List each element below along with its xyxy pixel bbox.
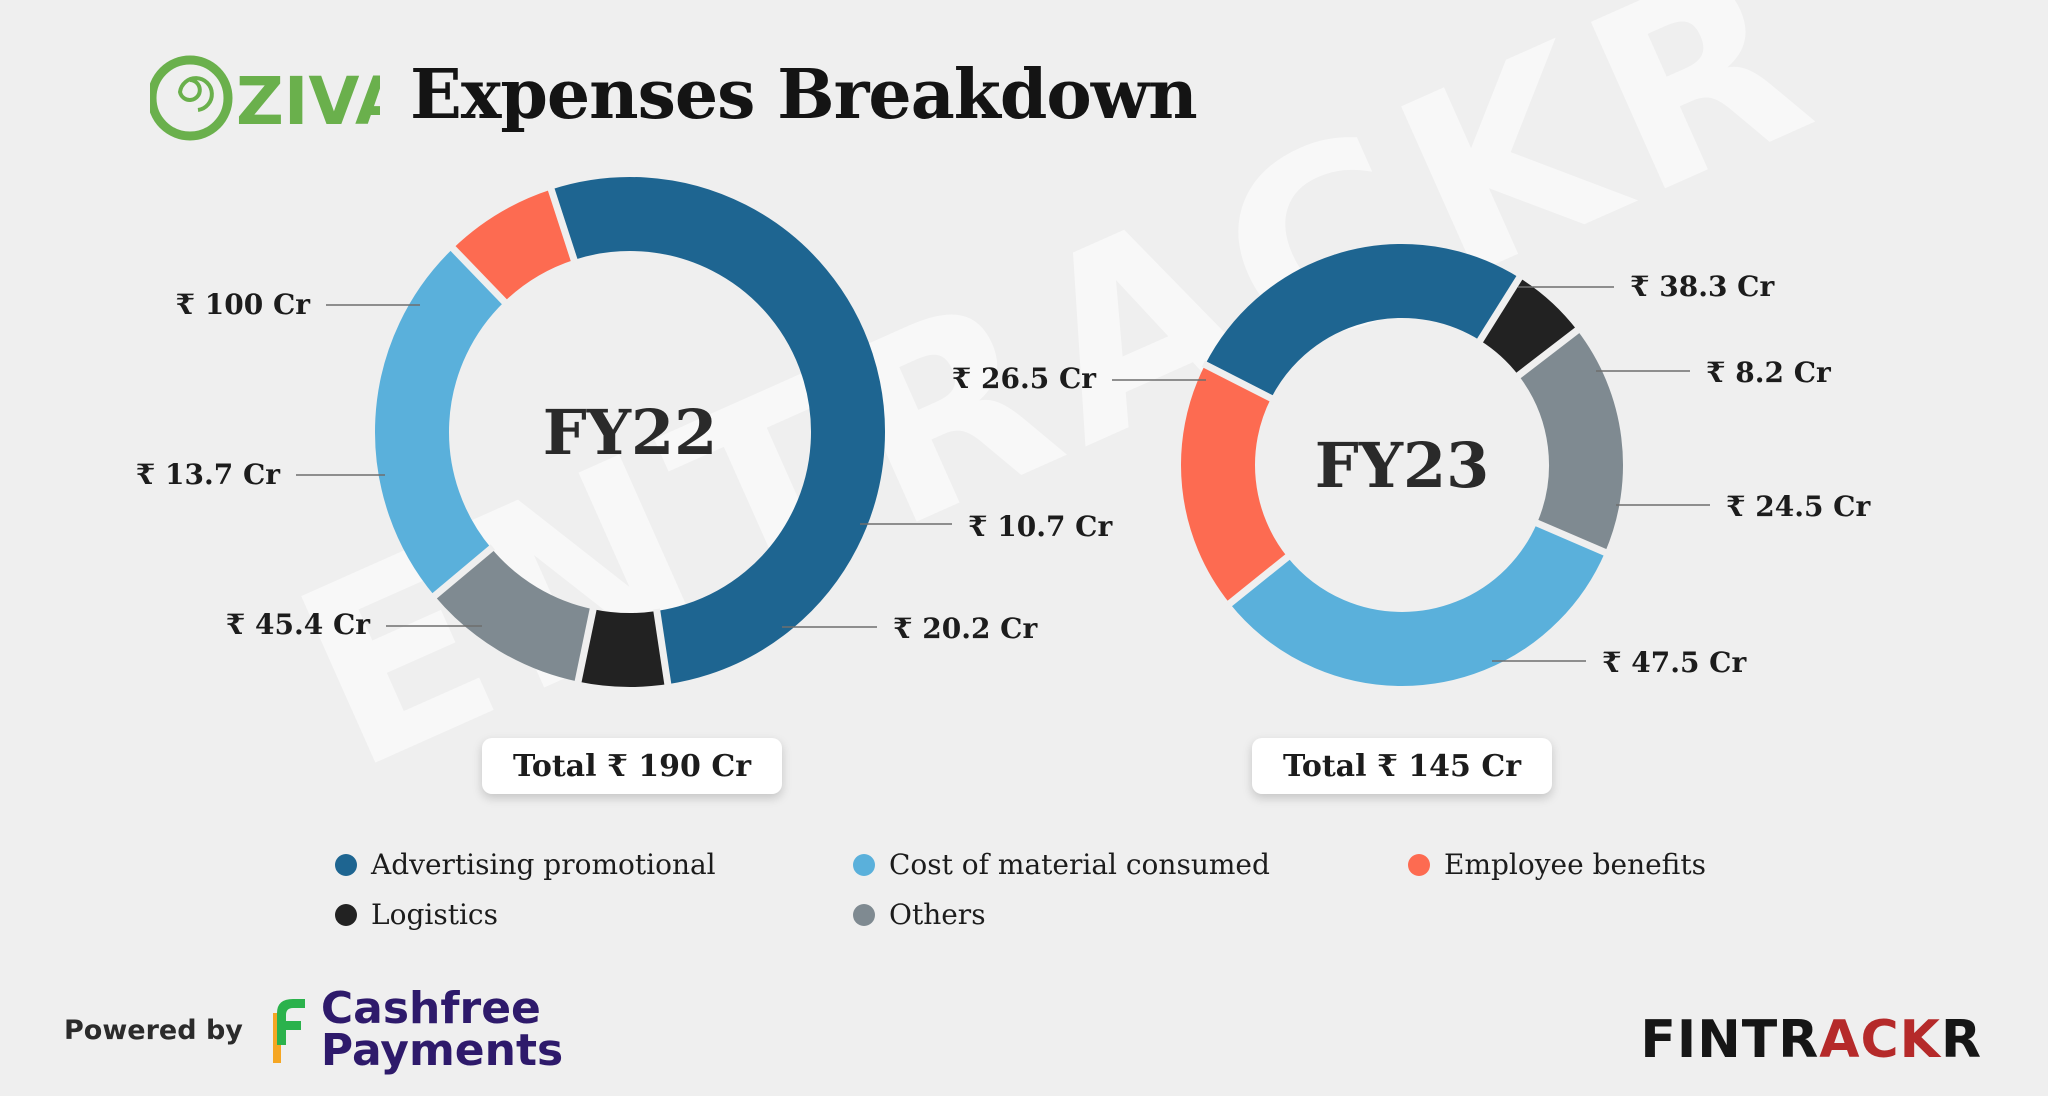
powered-by-label: Powered by [64, 1014, 243, 1046]
data-label-advertising-promotional: ₹ 38.3 Cr [1630, 270, 1775, 303]
data-label-others: ₹ 20.2 Cr [893, 612, 1038, 645]
legend-dot-icon [1408, 853, 1430, 876]
slice-separator [653, 608, 672, 687]
fy23-total-box: Total ₹ 145 Cr [1252, 738, 1552, 794]
data-label-advertising-promotional: ₹ 100 Cr [176, 288, 312, 321]
legend-item-employee-benefits: Employee benefits [1408, 848, 1706, 881]
powered-by: Powered by Cashfree Payments [64, 983, 564, 1076]
header: ZIVA Expenses Breakdown [150, 40, 1198, 150]
slice-separator [1201, 360, 1275, 403]
fintrackr-text-accent: ACK [1819, 1010, 1941, 1070]
donut-fy22: FY22 ₹ 100 Cr ₹ 10.7 Cr ₹ 20.2 Cr ₹ 45.4 Cr ₹… [136, 176, 1113, 687]
page-title: Expenses Breakdown [410, 55, 1198, 135]
svg-text:ZIVA: ZIVA [236, 63, 380, 140]
legend-label: Logistics [371, 898, 498, 931]
slice-separator [1476, 274, 1524, 345]
legend-label: Advertising promotional [371, 848, 716, 881]
legend-dot-icon [853, 853, 875, 876]
fintrackr-text-end: R [1940, 1010, 1982, 1070]
legend-dot-icon [335, 853, 357, 876]
fintrackr-text-start: FINTR [1640, 1010, 1820, 1070]
data-label-cost-of-material-consumed: ₹ 45.4 Cr [226, 608, 371, 641]
legend: Advertising promotional Cost of material… [335, 848, 1835, 958]
legend-label: Cost of material consumed [889, 848, 1270, 881]
cashfree-line-2: Payments [320, 1025, 564, 1076]
slice-separator [574, 606, 597, 685]
slice-separator [1533, 519, 1609, 557]
fintrackr-logo: FINTRACKR [1640, 1010, 1982, 1070]
cashfree-logo-icon [272, 999, 305, 1063]
legend-dot-icon [853, 903, 875, 926]
legend-item-logistics: Logistics [335, 898, 498, 931]
donut-fy23: FY23 ₹ 38.3 Cr ₹ 8.2 Cr ₹ 24.5 Cr ₹ 47.5 Cr ₹… [952, 244, 1871, 686]
data-label-others: ₹ 24.5 Cr [1726, 490, 1871, 523]
data-label-logistics: ₹ 10.7 Cr [968, 510, 1113, 543]
oziva-logo: ZIVA [150, 55, 380, 141]
legend-label: Employee benefits [1444, 848, 1706, 881]
legend-dot-icon [335, 903, 357, 926]
data-label-logistics: ₹ 8.2 Cr [1706, 356, 1832, 389]
legend-item-advertising: Advertising promotional [335, 848, 716, 881]
slice-separator [1225, 553, 1292, 608]
legend-item-cost-of-material: Cost of material consumed [853, 848, 1270, 881]
cashfree-line-1: Cashfree [320, 983, 541, 1034]
center-label: FY22 [543, 396, 718, 469]
fy22-total-box: Total ₹ 190 Cr [482, 738, 782, 794]
data-label-employee-benefits: ₹ 13.7 Cr [136, 458, 281, 491]
slice-separator [430, 544, 496, 600]
cashfree-name: Cashfree Payments [320, 983, 564, 1076]
slice-separator [1514, 326, 1581, 380]
legend-item-others: Others [853, 898, 986, 931]
center-label: FY23 [1315, 429, 1490, 502]
data-label-cost-of-material-consumed: ₹ 47.5 Cr [1602, 646, 1747, 679]
slice-separator [449, 244, 509, 306]
data-label-employee-benefits: ₹ 26.5 Cr [952, 362, 1097, 395]
slice-separator [547, 186, 579, 263]
legend-label: Others [889, 898, 986, 931]
